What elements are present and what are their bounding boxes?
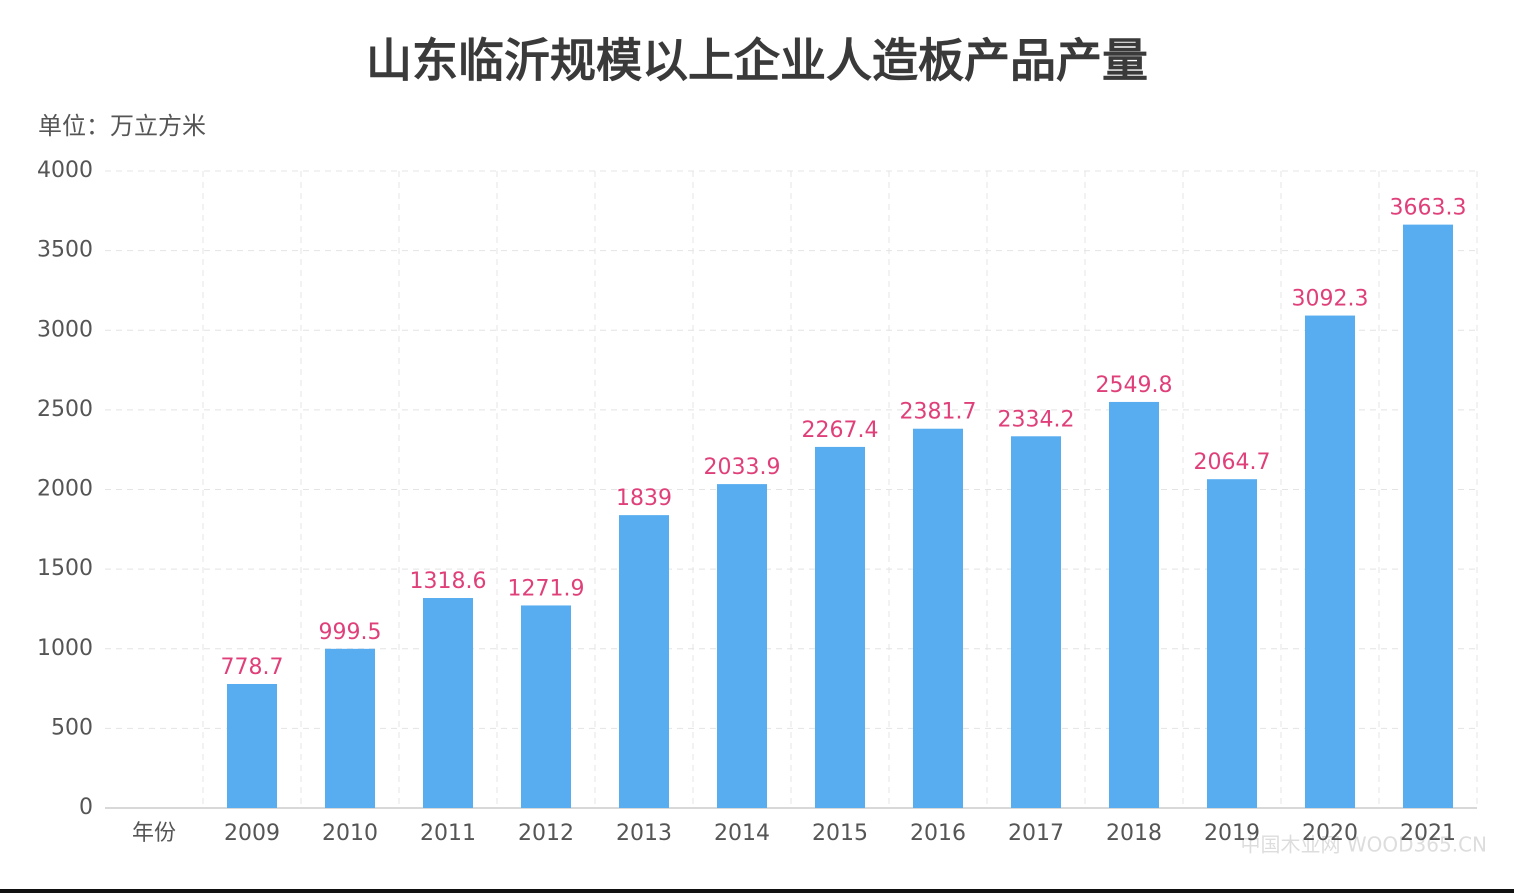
watermark: 中国木业网 WOOD365.CN <box>1241 833 1487 857</box>
value-label: 2064.7 <box>1194 450 1271 475</box>
y-tick-label: 1500 <box>37 556 93 581</box>
bar <box>227 683 277 808</box>
x-tick-label: 2020 <box>1302 821 1358 846</box>
chart-title: 山东临沂规模以上企业人造板产品产量 <box>366 34 1148 88</box>
bar <box>619 515 669 808</box>
value-label: 1839 <box>616 486 672 511</box>
y-tick-label: 500 <box>51 715 93 740</box>
y-tick-label: 1000 <box>37 636 93 661</box>
y-tick-label: 2000 <box>37 477 93 502</box>
bar <box>1207 479 1257 808</box>
x-tick-label: 2011 <box>420 821 476 846</box>
x-tick-label: 2013 <box>616 821 672 846</box>
value-label: 3663.3 <box>1390 196 1467 221</box>
bar <box>913 428 963 808</box>
bar <box>325 648 375 808</box>
value-label: 3092.3 <box>1292 287 1369 312</box>
bar <box>521 605 571 808</box>
y-tick-label: 3500 <box>37 238 93 263</box>
bar <box>717 484 767 808</box>
x-tick-label: 2021 <box>1400 821 1456 846</box>
y-tick-label: 2500 <box>37 397 93 422</box>
y-tick-label: 4000 <box>37 158 93 183</box>
x-tick-label: 年份 <box>132 821 176 846</box>
value-label: 2381.7 <box>900 400 977 425</box>
x-tick-label: 2016 <box>910 821 966 846</box>
value-label: 778.7 <box>221 655 284 680</box>
x-tick-label: 2009 <box>224 821 280 846</box>
y-tick-label: 3000 <box>37 317 93 342</box>
value-label: 2334.2 <box>998 407 1075 432</box>
y-tick-label: 0 <box>79 795 93 820</box>
value-label: 2549.8 <box>1096 373 1173 398</box>
bar <box>423 598 473 808</box>
x-tick-label: 2010 <box>322 821 378 846</box>
bar <box>1109 401 1159 808</box>
x-tick-label: 2019 <box>1204 821 1260 846</box>
y-axis-label: 单位：万立方米 <box>38 112 206 140</box>
value-label: 999.5 <box>319 620 382 645</box>
bar <box>815 446 865 808</box>
x-tick-label: 2017 <box>1008 821 1064 846</box>
value-label: 1271.9 <box>508 576 585 601</box>
x-tick-label: 2014 <box>714 821 770 846</box>
bar <box>1305 315 1355 808</box>
value-label: 2267.4 <box>802 418 879 443</box>
x-tick-label: 2018 <box>1106 821 1162 846</box>
bar <box>1011 436 1061 808</box>
value-label: 2033.9 <box>704 455 781 480</box>
x-tick-label: 2015 <box>812 821 868 846</box>
bar <box>1403 224 1453 808</box>
value-label: 1318.6 <box>410 569 487 594</box>
x-tick-label: 2012 <box>518 821 574 846</box>
